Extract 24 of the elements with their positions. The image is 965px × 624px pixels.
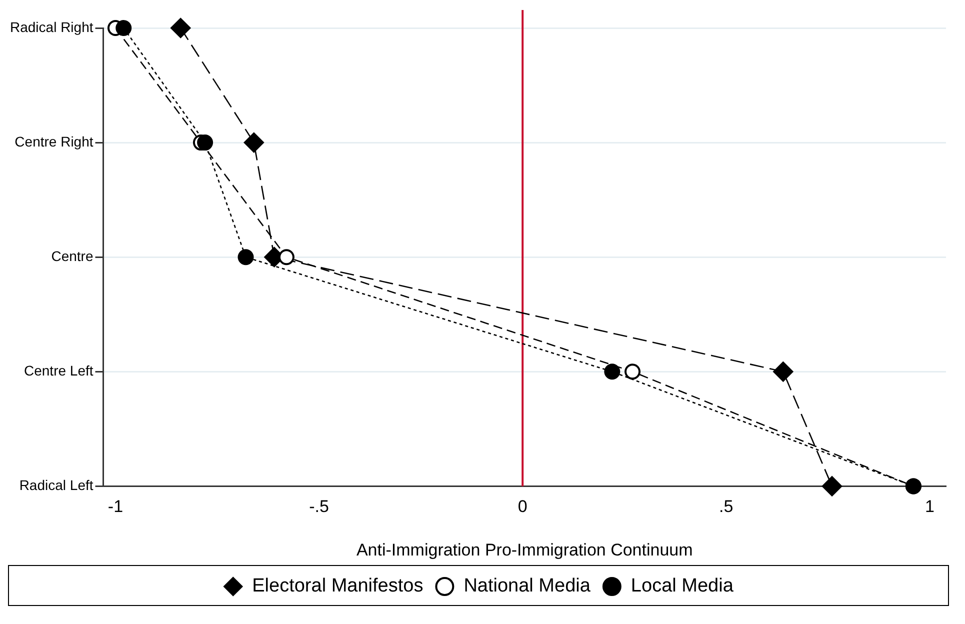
y-tick-label: Centre Left [24,362,94,379]
point [604,364,620,380]
point [773,362,794,382]
point [116,20,132,36]
y-tick-label: Radical Right [10,18,94,35]
y-tick-label: Radical Left [19,477,94,494]
legend-label: National Media [464,576,591,597]
point [170,18,191,38]
y-tick-label: Centre [51,248,94,264]
point [278,249,294,266]
point [238,249,254,266]
legend-label: Electoral Manifestos [252,576,424,597]
point [624,364,641,380]
point [197,134,214,151]
y-tick-label: Centre Right [14,133,94,150]
x-tick-label: -.5 [309,497,329,516]
point [244,132,264,153]
x-axis-title: Anti-Immigration Pro-Immigration Continuum [356,540,693,560]
legend-label: Local Media [630,576,734,597]
x-tick-label: .5 [719,497,734,516]
x-tick-label: -1 [108,497,124,516]
x-tick-label: 0 [518,497,528,516]
point [822,476,842,496]
x-tick-label: 1 [924,497,934,516]
